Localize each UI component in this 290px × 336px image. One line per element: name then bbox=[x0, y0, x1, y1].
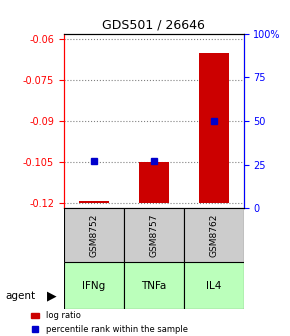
Legend: log ratio, percentile rank within the sample: log ratio, percentile rank within the sa… bbox=[27, 308, 191, 336]
Bar bbox=[124, 262, 184, 309]
Text: IFNg: IFNg bbox=[82, 281, 105, 291]
Text: ▶: ▶ bbox=[47, 289, 57, 302]
Text: GSM8757: GSM8757 bbox=[149, 213, 158, 257]
Text: IL4: IL4 bbox=[206, 281, 221, 291]
Text: GSM8752: GSM8752 bbox=[89, 213, 98, 257]
Text: agent: agent bbox=[6, 291, 36, 301]
Bar bbox=[184, 262, 244, 309]
Bar bbox=[199, 53, 229, 203]
Text: GSM8762: GSM8762 bbox=[209, 213, 218, 257]
Bar bbox=[79, 202, 109, 203]
Bar bbox=[64, 262, 124, 309]
Title: GDS501 / 26646: GDS501 / 26646 bbox=[102, 18, 205, 31]
Bar bbox=[64, 208, 124, 262]
Bar bbox=[184, 208, 244, 262]
Text: TNFa: TNFa bbox=[141, 281, 166, 291]
Bar bbox=[139, 162, 169, 203]
Bar bbox=[124, 208, 184, 262]
